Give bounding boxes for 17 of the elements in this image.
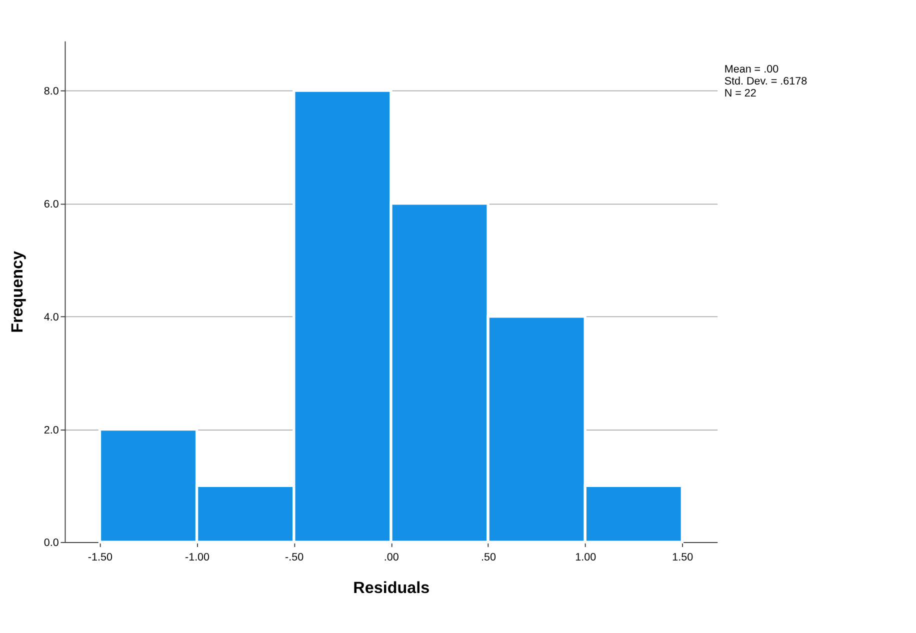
text: Std. Dev. = .6178 bbox=[724, 76, 808, 88]
x-axis-title: Residuals bbox=[353, 578, 430, 597]
x-tick-label: 1.00 bbox=[575, 552, 596, 564]
text: Mean = .00 bbox=[724, 63, 779, 76]
x-tick-label: 1.50 bbox=[672, 552, 694, 564]
y-tick-label: 4.0 bbox=[44, 311, 59, 324]
text: N = 22 bbox=[724, 88, 756, 100]
x-tick-label: -.50 bbox=[285, 552, 304, 564]
y-tick-label: 8.0 bbox=[44, 86, 59, 98]
x-tick-label: -1.50 bbox=[88, 552, 112, 564]
y-tick-label: 0.0 bbox=[44, 537, 59, 550]
y-axis-title: Frequency bbox=[8, 251, 26, 333]
y-tick-label: 2.0 bbox=[44, 424, 59, 436]
x-tick-label: .00 bbox=[384, 552, 399, 564]
x-tick-label: -1.00 bbox=[184, 552, 210, 564]
x-tick-label: .50 bbox=[480, 552, 496, 564]
y-tick-label: 6.0 bbox=[44, 198, 59, 211]
